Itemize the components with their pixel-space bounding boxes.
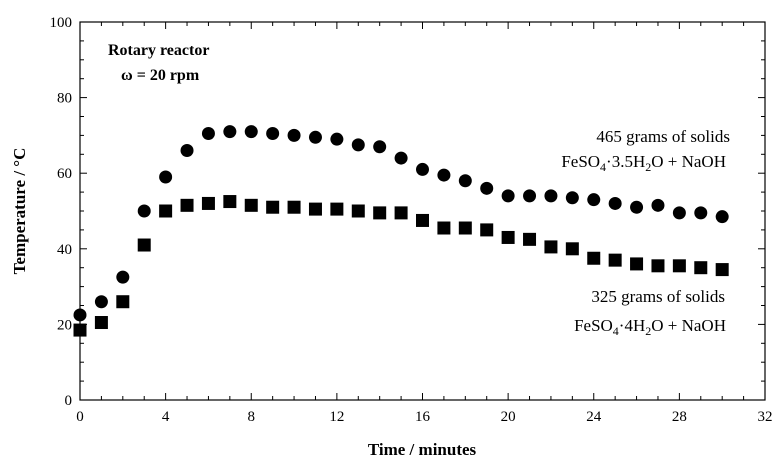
series1-point bbox=[565, 191, 579, 205]
series2-point bbox=[180, 198, 194, 212]
series2-point bbox=[351, 204, 365, 218]
series1-label-line1: 465 grams of solids bbox=[596, 127, 730, 146]
data-marks bbox=[73, 125, 729, 337]
series2-point bbox=[287, 200, 301, 214]
series1-point bbox=[394, 151, 408, 165]
y-tick-label: 0 bbox=[65, 393, 73, 409]
series2-point bbox=[651, 259, 665, 273]
series2-point bbox=[715, 263, 729, 277]
series1-point bbox=[501, 189, 515, 203]
series1-point bbox=[715, 210, 729, 224]
series1-point bbox=[373, 140, 387, 154]
series2-label-line1: 325 grams of solids bbox=[591, 287, 725, 306]
series1-point bbox=[73, 308, 87, 322]
series1-point bbox=[94, 295, 108, 309]
series1-point bbox=[523, 189, 537, 203]
x-tick-label: 32 bbox=[758, 409, 773, 425]
series2-point bbox=[201, 196, 215, 210]
series1-point bbox=[480, 181, 494, 195]
series1-point bbox=[458, 174, 472, 188]
series1-point bbox=[630, 200, 644, 214]
series1-point bbox=[201, 127, 215, 141]
x-tick-label: 28 bbox=[672, 409, 687, 425]
axis-ticks bbox=[79, 21, 766, 401]
series2-point bbox=[223, 195, 237, 209]
x-tick-label: 24 bbox=[586, 409, 602, 425]
series2-point bbox=[565, 242, 579, 256]
series1-point bbox=[672, 206, 686, 220]
series1-point bbox=[223, 125, 237, 139]
series1-point bbox=[544, 189, 558, 203]
series2-point bbox=[672, 259, 686, 273]
series1-point bbox=[116, 270, 130, 284]
x-tick-label: 8 bbox=[248, 409, 256, 425]
series1-point bbox=[437, 168, 451, 182]
y-axis-title: Temperature / °C bbox=[10, 148, 29, 275]
series2-point bbox=[137, 238, 151, 252]
series1-point bbox=[266, 127, 280, 141]
series1-point bbox=[159, 170, 173, 184]
series1-point bbox=[694, 206, 708, 220]
series2-point bbox=[266, 200, 280, 214]
series1-point bbox=[587, 193, 601, 207]
series2-point bbox=[458, 221, 472, 235]
series1-point bbox=[308, 130, 322, 144]
x-tick-label: 0 bbox=[76, 409, 84, 425]
series2-point bbox=[480, 223, 494, 237]
series2-point bbox=[416, 213, 429, 227]
series1-label-line2: FeSO4·3.5H2O + NaOH bbox=[561, 152, 726, 174]
series2-point bbox=[73, 323, 87, 337]
reactor-annotation-line2: ω = 20 rpm bbox=[121, 67, 200, 84]
y-tick-label: 100 bbox=[50, 15, 73, 31]
series2-point bbox=[159, 204, 173, 218]
x-tick-label: 16 bbox=[415, 409, 431, 425]
series2-point bbox=[608, 253, 622, 267]
y-tick-label: 40 bbox=[57, 242, 72, 258]
series2-point bbox=[94, 316, 108, 330]
series2-point bbox=[308, 202, 322, 216]
series2-point bbox=[630, 257, 644, 271]
series2-point bbox=[244, 198, 258, 212]
y-tick-label: 60 bbox=[57, 166, 72, 182]
y-tick-label: 80 bbox=[57, 91, 72, 107]
series2-point bbox=[394, 206, 408, 220]
x-axis-title: Time / minutes bbox=[368, 440, 477, 459]
series1-point bbox=[137, 204, 151, 218]
x-tick-label: 4 bbox=[162, 409, 170, 425]
series2-point bbox=[330, 202, 344, 216]
series1-point bbox=[330, 132, 344, 146]
y-tick-label: 20 bbox=[57, 317, 72, 333]
reactor-annotation-line1: Rotary reactor bbox=[108, 42, 209, 59]
series2-point bbox=[373, 206, 387, 220]
x-tick-label: 20 bbox=[501, 409, 516, 425]
series1-point bbox=[180, 144, 194, 158]
series1-point bbox=[244, 125, 258, 139]
series2-point bbox=[694, 261, 708, 275]
series2-point bbox=[523, 232, 537, 246]
series1-point bbox=[287, 128, 301, 142]
series2-label-line2: FeSO4·4H2O + NaOH bbox=[574, 316, 726, 338]
series2-point bbox=[501, 230, 515, 244]
series2-point bbox=[587, 251, 601, 265]
tick-labels: 0 4 8 12 16 20 24 28 32 0 20 40 60 80 100 bbox=[50, 15, 773, 425]
series1-point bbox=[351, 138, 365, 152]
series2-point bbox=[437, 221, 451, 235]
series2-point bbox=[544, 240, 558, 254]
series1-point bbox=[416, 162, 429, 176]
x-tick-label: 12 bbox=[329, 409, 344, 425]
series2-point bbox=[116, 295, 130, 309]
series1-point bbox=[608, 196, 622, 210]
series1-point bbox=[651, 198, 665, 212]
